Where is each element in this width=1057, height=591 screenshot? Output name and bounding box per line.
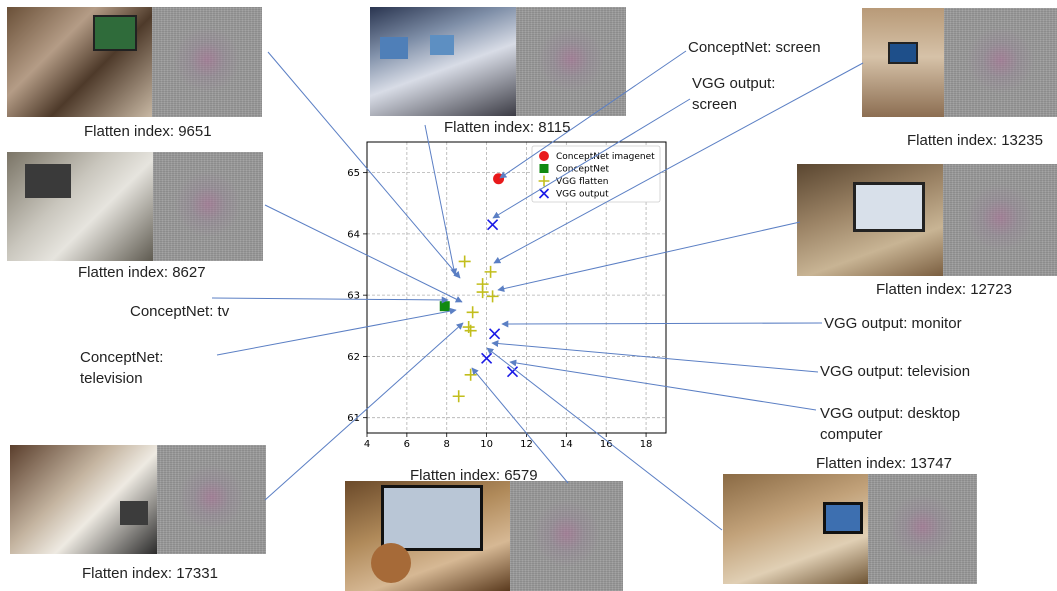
saliency-map xyxy=(153,152,263,261)
label-vgg-output-desktop-computer: VGG output: desktop computer xyxy=(820,405,961,443)
photo-electronics-store-screens xyxy=(370,7,516,116)
x-tick-label: 8 xyxy=(444,439,450,450)
point-vgg-output xyxy=(506,366,519,378)
plot-frame xyxy=(366,141,667,434)
laptop-screen-shape xyxy=(381,485,483,551)
monitor-shape xyxy=(823,502,863,534)
thumbnail-8627 xyxy=(7,152,263,261)
tv-shape xyxy=(25,164,71,198)
label-flatten-12723: Flatten index: 12723 xyxy=(876,281,1012,298)
label-vgg-output-television: VGG output: television xyxy=(820,363,971,380)
legend-box xyxy=(531,145,661,203)
wall-screen-shape xyxy=(888,42,918,64)
x-tick-label: 18 xyxy=(640,439,653,450)
y-tick-label: 62 xyxy=(347,352,360,363)
saliency-map xyxy=(943,164,1057,276)
annotation-arrow xyxy=(211,296,449,304)
y-tick-label: 61 xyxy=(347,413,360,424)
plush-toy-shape xyxy=(371,543,411,583)
tv-shape xyxy=(120,501,148,525)
label-flatten-17331: Flatten index: 17331 xyxy=(82,565,218,582)
point-vgg-flatten xyxy=(452,390,465,403)
point-vgg-flatten xyxy=(466,306,479,319)
legend-marker xyxy=(538,175,550,187)
annotation-arrow xyxy=(497,221,801,293)
legend-label: ConceptNet xyxy=(556,165,609,175)
saliency-map xyxy=(944,8,1057,117)
point-vgg-output xyxy=(481,352,493,364)
label-vgg-output-screen: VGG output: screen xyxy=(692,75,776,113)
point-vgg-flatten xyxy=(464,324,477,337)
saliency-map xyxy=(510,481,623,591)
annotation-arrow xyxy=(501,320,823,328)
thumbnail-13747 xyxy=(723,474,977,584)
y-tick-label: 65 xyxy=(347,168,360,179)
store-screen-shape xyxy=(380,37,408,59)
saliency-map xyxy=(157,445,266,554)
legend-marker xyxy=(538,188,550,199)
saliency-map xyxy=(868,474,977,584)
label-flatten-13235: Flatten index: 13235 xyxy=(907,132,1043,149)
label-conceptnet-television: ConceptNet: television xyxy=(80,349,164,387)
thumbnail-8115 xyxy=(370,7,626,116)
thumbnail-17331 xyxy=(10,445,266,554)
thumbnail-9651 xyxy=(7,7,262,117)
x-tick-label: 12 xyxy=(520,439,533,450)
thumbnail-12723 xyxy=(797,164,1057,276)
x-tick-label: 6 xyxy=(404,439,410,450)
legend-marker xyxy=(539,151,549,161)
annotation-arrow xyxy=(493,62,864,264)
annotation-arrow xyxy=(492,98,691,219)
point-vgg-flatten xyxy=(484,265,497,278)
annotation-arrow xyxy=(267,51,461,279)
point-vgg-flatten xyxy=(458,255,471,268)
label-conceptnet-tv: ConceptNet: tv xyxy=(130,303,230,320)
point-vgg-output xyxy=(489,328,501,340)
label-conceptnet-screen: ConceptNet: screen xyxy=(688,39,821,56)
tv-screen-shape xyxy=(93,15,137,51)
monitor-shape xyxy=(853,182,925,232)
saliency-map xyxy=(516,7,626,116)
annotation-arrow xyxy=(491,340,819,373)
point-vgg-flatten xyxy=(476,286,489,299)
label-flatten-8627: Flatten index: 8627 xyxy=(78,264,206,281)
point-conceptnet-imagenet xyxy=(493,173,505,185)
thumbnail-13235 xyxy=(862,8,1057,117)
thumbnail-6579 xyxy=(345,481,623,591)
y-tick-label: 64 xyxy=(347,229,360,240)
annotation-arrow xyxy=(264,322,464,501)
label-flatten-9651: Flatten index: 9651 xyxy=(84,123,212,140)
annotation-arrow xyxy=(216,307,457,356)
point-vgg-flatten xyxy=(486,290,499,303)
saliency-map xyxy=(152,7,262,117)
legend-label: VGG output xyxy=(556,190,609,200)
annotation-arrow xyxy=(499,50,687,179)
photo-hallway-tv xyxy=(10,445,157,554)
annotation-arrow xyxy=(264,204,463,303)
label-flatten-8115: Flatten index: 8115 xyxy=(444,119,571,136)
legend-marker xyxy=(539,164,549,173)
point-conceptnet xyxy=(439,301,450,312)
label-flatten-6579: Flatten index: 6579 xyxy=(410,467,538,484)
label-vgg-output-monitor: VGG output: monitor xyxy=(824,315,962,332)
annotation-arrow xyxy=(509,359,817,411)
x-tick-label: 14 xyxy=(560,439,573,450)
store-screen-shape xyxy=(430,35,454,55)
x-tick-label: 10 xyxy=(480,439,493,450)
point-vgg-output xyxy=(487,219,499,231)
annotation-arrow xyxy=(471,367,569,484)
legend-label: ConceptNet imagenet xyxy=(556,152,655,162)
x-tick-label: 16 xyxy=(600,439,613,450)
annotation-arrow xyxy=(424,124,458,276)
x-tick-label: 4 xyxy=(364,439,370,450)
y-tick-label: 63 xyxy=(347,291,360,302)
legend-label: VGG flatten xyxy=(556,177,608,187)
annotation-arrow xyxy=(486,347,723,531)
label-flatten-13747: Flatten index: 13747 xyxy=(816,455,952,472)
